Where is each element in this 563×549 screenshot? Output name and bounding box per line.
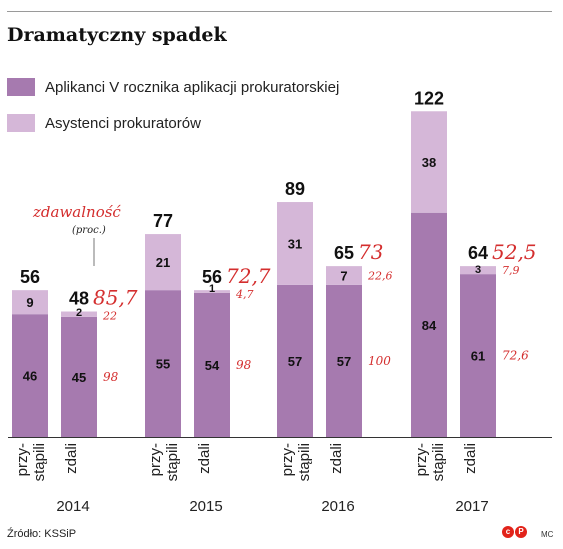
pass-rate-applicants-2015: 98 xyxy=(236,358,252,372)
pass-rate-applicants-2016: 100 xyxy=(368,354,391,368)
category-label-2017-przystapili: przy-stąpili xyxy=(413,443,447,481)
bar-assistants-2014-przystapili xyxy=(12,290,48,315)
category-label-2015-zdali: zdali xyxy=(196,443,213,474)
pass-rate-total-2015: 72,7 xyxy=(226,264,271,288)
year-label-2016: 2016 xyxy=(321,498,354,515)
bar-assistants-2014-zdali xyxy=(61,311,97,317)
value-applicants-2017-zdali: 61 xyxy=(471,349,485,364)
value-assistants-2014-przystapili: 9 xyxy=(26,295,33,310)
pass-rate-total-2017: 52,5 xyxy=(492,240,537,264)
value-assistants-2016-zdali: 7 xyxy=(340,268,347,283)
bar-applicants-2015-przystapili xyxy=(145,290,181,437)
pass-rate-applicants-2014: 98 xyxy=(103,370,119,384)
bar-assistants-2017-przystapili xyxy=(411,111,447,213)
value-applicants-2016-przystapili: 57 xyxy=(288,354,302,369)
source-note: Źródło: KSSiP xyxy=(7,528,77,540)
chart-title: Dramatyczny spadek xyxy=(7,24,227,46)
legend-label-applicants: Aplikanci V rocznika aplikacji prokurato… xyxy=(45,78,340,96)
logo-c-icon: c xyxy=(502,526,514,538)
year-label-2017: 2017 xyxy=(455,498,488,515)
value-applicants-2015-zdali: 54 xyxy=(205,358,220,373)
pass-rate-assistants-2014: 22 xyxy=(102,310,117,323)
bar-applicants-2014-zdali xyxy=(61,316,97,437)
bar-applicants-2016-przystapili xyxy=(277,284,313,437)
value-total-2016-przystapili: 89 xyxy=(285,179,305,199)
publisher-logo: c P xyxy=(502,526,527,538)
value-total-2017-przystapili: 122 xyxy=(414,88,444,108)
pass-rate-assistants-2017: 7,9 xyxy=(502,264,520,277)
value-total-2017-zdali: 64 xyxy=(468,243,488,263)
value-assistants-2015-zdali: 1 xyxy=(209,283,215,295)
bar-assistants-2015-zdali xyxy=(194,290,230,293)
pass-rate-annotation-label: zdawalność xyxy=(32,203,121,221)
pass-rate-annotation-sublabel: (proc.) xyxy=(72,225,106,236)
value-assistants-2015-przystapili: 21 xyxy=(156,255,170,270)
category-label-2017-zdali: zdali xyxy=(462,443,479,474)
bar-applicants-2015-zdali xyxy=(194,292,230,437)
pass-rate-assistants-2015: 4,7 xyxy=(235,288,254,301)
value-assistants-2017-przystapili: 38 xyxy=(422,155,436,170)
legend-item-applicants: Aplikanci V rocznika aplikacji prokurato… xyxy=(7,78,339,96)
value-assistants-2014-zdali: 2 xyxy=(76,307,82,319)
category-label-2014-przystapili: przy-stąpili xyxy=(14,443,48,481)
legend-label-assistants: Asystenci prokuratorów xyxy=(45,114,201,132)
legend-swatch-applicants xyxy=(7,78,35,96)
pass-rate-assistants-2016: 22,6 xyxy=(367,269,393,282)
year-label-2014: 2014 xyxy=(56,498,89,515)
value-assistants-2016-przystapili: 31 xyxy=(288,236,302,251)
year-label-2015: 2015 xyxy=(189,498,222,515)
bar-applicants-2014-przystapili xyxy=(12,314,48,437)
category-label-2015-przystapili: przy-stąpili xyxy=(147,443,181,481)
logo-p-icon: P xyxy=(515,526,527,538)
bar-assistants-2016-przystapili xyxy=(277,202,313,285)
bar-assistants-2015-przystapili xyxy=(145,234,181,291)
top-rule xyxy=(7,11,552,12)
value-applicants-2014-przystapili: 46 xyxy=(23,369,37,384)
pass-rate-total-2016: 73 xyxy=(358,240,383,264)
value-applicants-2016-zdali: 57 xyxy=(337,354,351,369)
value-total-2015-zdali: 56 xyxy=(202,267,222,287)
value-applicants-2017-przystapili: 84 xyxy=(422,318,437,333)
category-label-2016-przystapili: przy-stąpili xyxy=(279,443,313,481)
bar-assistants-2016-zdali xyxy=(326,266,362,285)
bar-applicants-2017-zdali xyxy=(460,274,496,437)
value-total-2014-zdali: 48 xyxy=(69,289,89,309)
bar-applicants-2017-przystapili xyxy=(411,212,447,437)
value-assistants-2017-zdali: 3 xyxy=(475,264,481,276)
legend-item-assistants: Asystenci prokuratorów xyxy=(7,114,201,132)
bar-applicants-2016-zdali xyxy=(326,284,362,437)
value-applicants-2014-zdali: 45 xyxy=(72,370,86,385)
legend-swatch-assistants xyxy=(7,114,35,132)
bar-assistants-2017-zdali xyxy=(460,266,496,275)
value-applicants-2015-przystapili: 55 xyxy=(156,357,170,372)
pass-rate-total-2014: 85,7 xyxy=(93,286,138,310)
value-total-2015-przystapili: 77 xyxy=(153,211,173,231)
value-total-2014-przystapili: 56 xyxy=(20,267,40,287)
pass-rate-applicants-2017: 72,6 xyxy=(502,349,529,363)
category-label-2016-zdali: zdali xyxy=(328,443,345,474)
value-total-2016-zdali: 65 xyxy=(334,243,354,263)
author-credit: MC xyxy=(541,530,554,539)
category-label-2014-zdali: zdali xyxy=(63,443,80,474)
